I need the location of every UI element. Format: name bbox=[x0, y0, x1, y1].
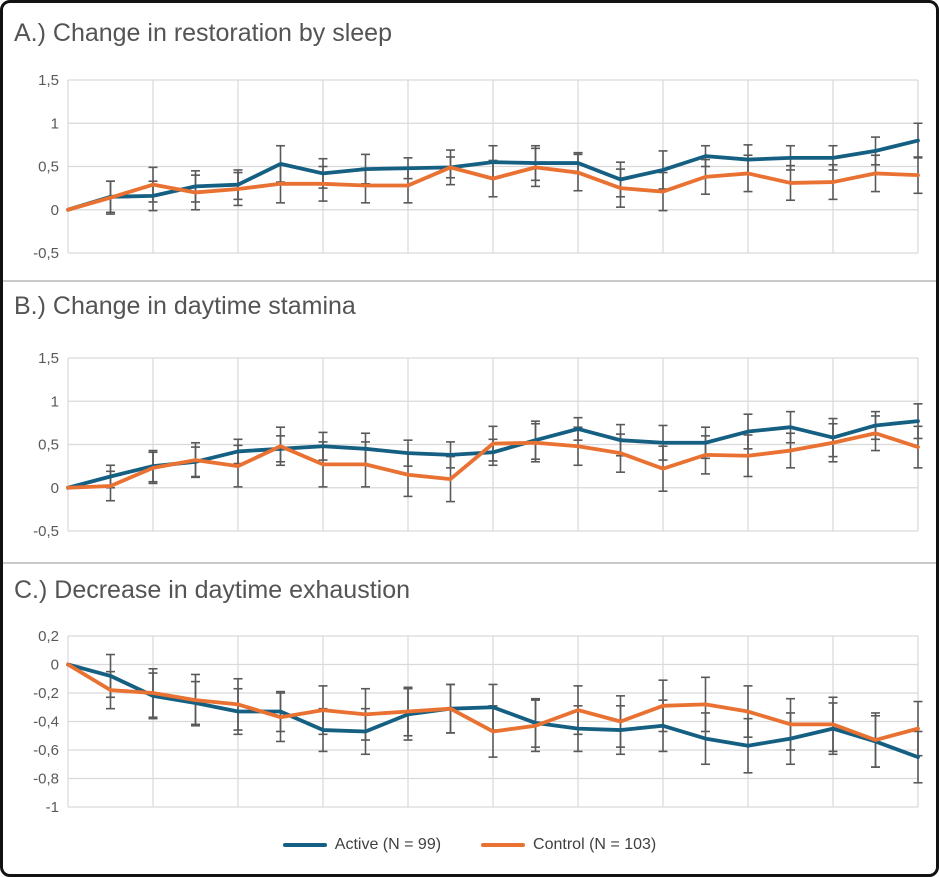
svg-text:-0,5: -0,5 bbox=[33, 245, 59, 262]
svg-text:0: 0 bbox=[51, 202, 59, 219]
svg-text:0: 0 bbox=[51, 480, 59, 497]
series-line-active bbox=[66, 138, 920, 212]
panel-separator bbox=[3, 280, 936, 282]
legend-label-control: Control (N = 103) bbox=[533, 836, 657, 853]
legend-item-control: Control (N = 103) bbox=[481, 836, 656, 854]
svg-text:-0,2: -0,2 bbox=[33, 685, 59, 702]
svg-text:-0,6: -0,6 bbox=[33, 742, 59, 759]
svg-text:0,5: 0,5 bbox=[38, 437, 59, 454]
chart-c-title: C.) Decrease in daytime exhaustion bbox=[14, 576, 411, 604]
svg-text:-0,5: -0,5 bbox=[33, 523, 59, 540]
chart-a-title: A.) Change in restoration by sleep bbox=[14, 19, 392, 47]
chart-c-plot: 0,2 0 -0,2 -0,4 -0,6 -0,8 -1 bbox=[33, 628, 923, 816]
svg-text:0,2: 0,2 bbox=[38, 628, 59, 645]
series-line-control bbox=[66, 431, 920, 490]
control-line-swatch bbox=[481, 843, 526, 847]
legend: Active (N = 99) Control (N = 103) bbox=[3, 836, 936, 854]
active-line-swatch bbox=[282, 843, 327, 847]
series-line-control bbox=[66, 662, 920, 742]
svg-text:-1: -1 bbox=[46, 799, 59, 816]
legend-item-active: Active (N = 99) bbox=[282, 836, 442, 854]
svg-text:-0,8: -0,8 bbox=[33, 771, 59, 788]
svg-text:1,5: 1,5 bbox=[38, 350, 59, 367]
series-line-active bbox=[66, 662, 920, 760]
svg-text:0: 0 bbox=[51, 657, 59, 674]
chart-a-plot: 1,5 1 0,5 0 -0,5 bbox=[33, 72, 923, 262]
svg-text:1: 1 bbox=[51, 115, 59, 132]
series-line-active bbox=[66, 419, 920, 490]
svg-text:0,5: 0,5 bbox=[38, 159, 59, 176]
series-line-control bbox=[66, 165, 920, 212]
panel-separator bbox=[3, 562, 936, 564]
svg-text:1: 1 bbox=[51, 393, 59, 410]
svg-text:1,5: 1,5 bbox=[38, 72, 59, 89]
legend-label-active: Active (N = 99) bbox=[334, 836, 442, 853]
chart-b-plot: 1,5 1 0,5 0 -0,5 bbox=[33, 350, 923, 540]
svg-text:-0,4: -0,4 bbox=[33, 714, 59, 731]
chart-b-title: B.) Change in daytime stamina bbox=[14, 292, 356, 320]
